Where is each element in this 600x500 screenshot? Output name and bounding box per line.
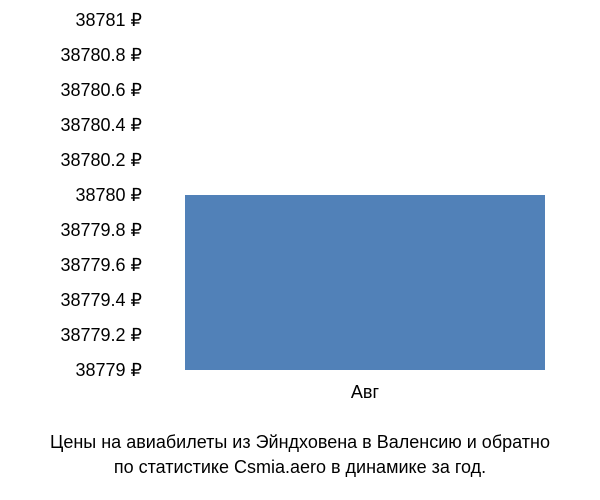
y-tick-label: 38780.6 ₽ — [2, 81, 142, 99]
caption-line-1: Цены на авиабилеты из Эйндховена в Вален… — [0, 430, 600, 455]
chart-caption: Цены на авиабилеты из Эйндховена в Вален… — [0, 430, 600, 480]
y-tick-label: 38780.2 ₽ — [2, 151, 142, 169]
y-tick-label: 38780 ₽ — [2, 186, 142, 204]
plot-area: Авг — [165, 20, 565, 370]
price-chart: 38781 ₽38780.8 ₽38780.6 ₽38780.4 ₽38780.… — [0, 20, 600, 400]
y-tick-label: 38779.2 ₽ — [2, 326, 142, 344]
y-tick-label: 38781 ₽ — [2, 11, 142, 29]
y-axis: 38781 ₽38780.8 ₽38780.6 ₽38780.4 ₽38780.… — [0, 20, 150, 370]
caption-line-2: по статистике Csmia.aero в динамике за г… — [0, 455, 600, 480]
y-tick-label: 38780.8 ₽ — [2, 46, 142, 64]
bar — [185, 195, 545, 370]
y-tick-label: 38779.8 ₽ — [2, 221, 142, 239]
y-tick-label: 38780.4 ₽ — [2, 116, 142, 134]
y-tick-label: 38779.4 ₽ — [2, 291, 142, 309]
y-tick-label: 38779.6 ₽ — [2, 256, 142, 274]
x-tick-label: Авг — [351, 382, 379, 403]
y-tick-label: 38779 ₽ — [2, 361, 142, 379]
